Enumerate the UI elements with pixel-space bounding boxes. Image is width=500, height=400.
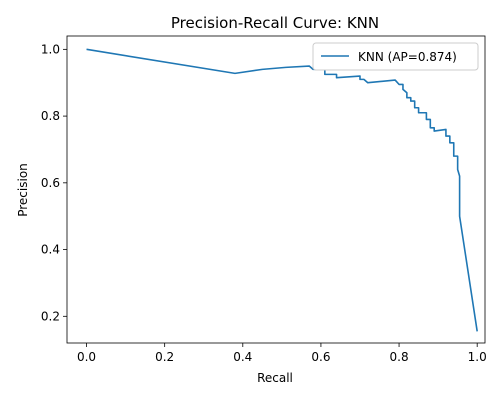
y-axis-ticks: 0.2 0.4 0.6 0.8 1.0: [41, 42, 67, 323]
y-tick-label: 0.4: [41, 243, 60, 257]
chart-title: Precision-Recall Curve: KNN: [171, 14, 379, 32]
legend: KNN (AP=0.874): [312, 42, 479, 71]
x-tick-label: 0.4: [233, 350, 252, 364]
x-axis-ticks: 0.0 0.2 0.4 0.6 0.8 1.0: [77, 343, 487, 364]
y-tick-label: 1.0: [41, 42, 60, 56]
legend-label: KNN (AP=0.874): [358, 50, 457, 64]
plot-area-frame: [66, 35, 486, 344]
y-tick-label: 0.6: [41, 176, 60, 190]
x-axis-label: Recall: [257, 371, 293, 385]
x-tick-label: 0.6: [311, 350, 330, 364]
y-tick-label: 0.8: [41, 109, 60, 123]
legend-box: [312, 42, 479, 71]
x-tick-label: 1.0: [468, 350, 487, 364]
y-tick-label: 0.2: [41, 309, 60, 323]
series-lines: [86, 48, 478, 332]
series-line-knn: [86, 48, 478, 332]
y-axis-label: Precision: [16, 163, 30, 217]
x-tick-label: 0.2: [155, 350, 174, 364]
x-tick-label: 0.0: [77, 350, 96, 364]
x-tick-label: 0.8: [390, 350, 409, 364]
